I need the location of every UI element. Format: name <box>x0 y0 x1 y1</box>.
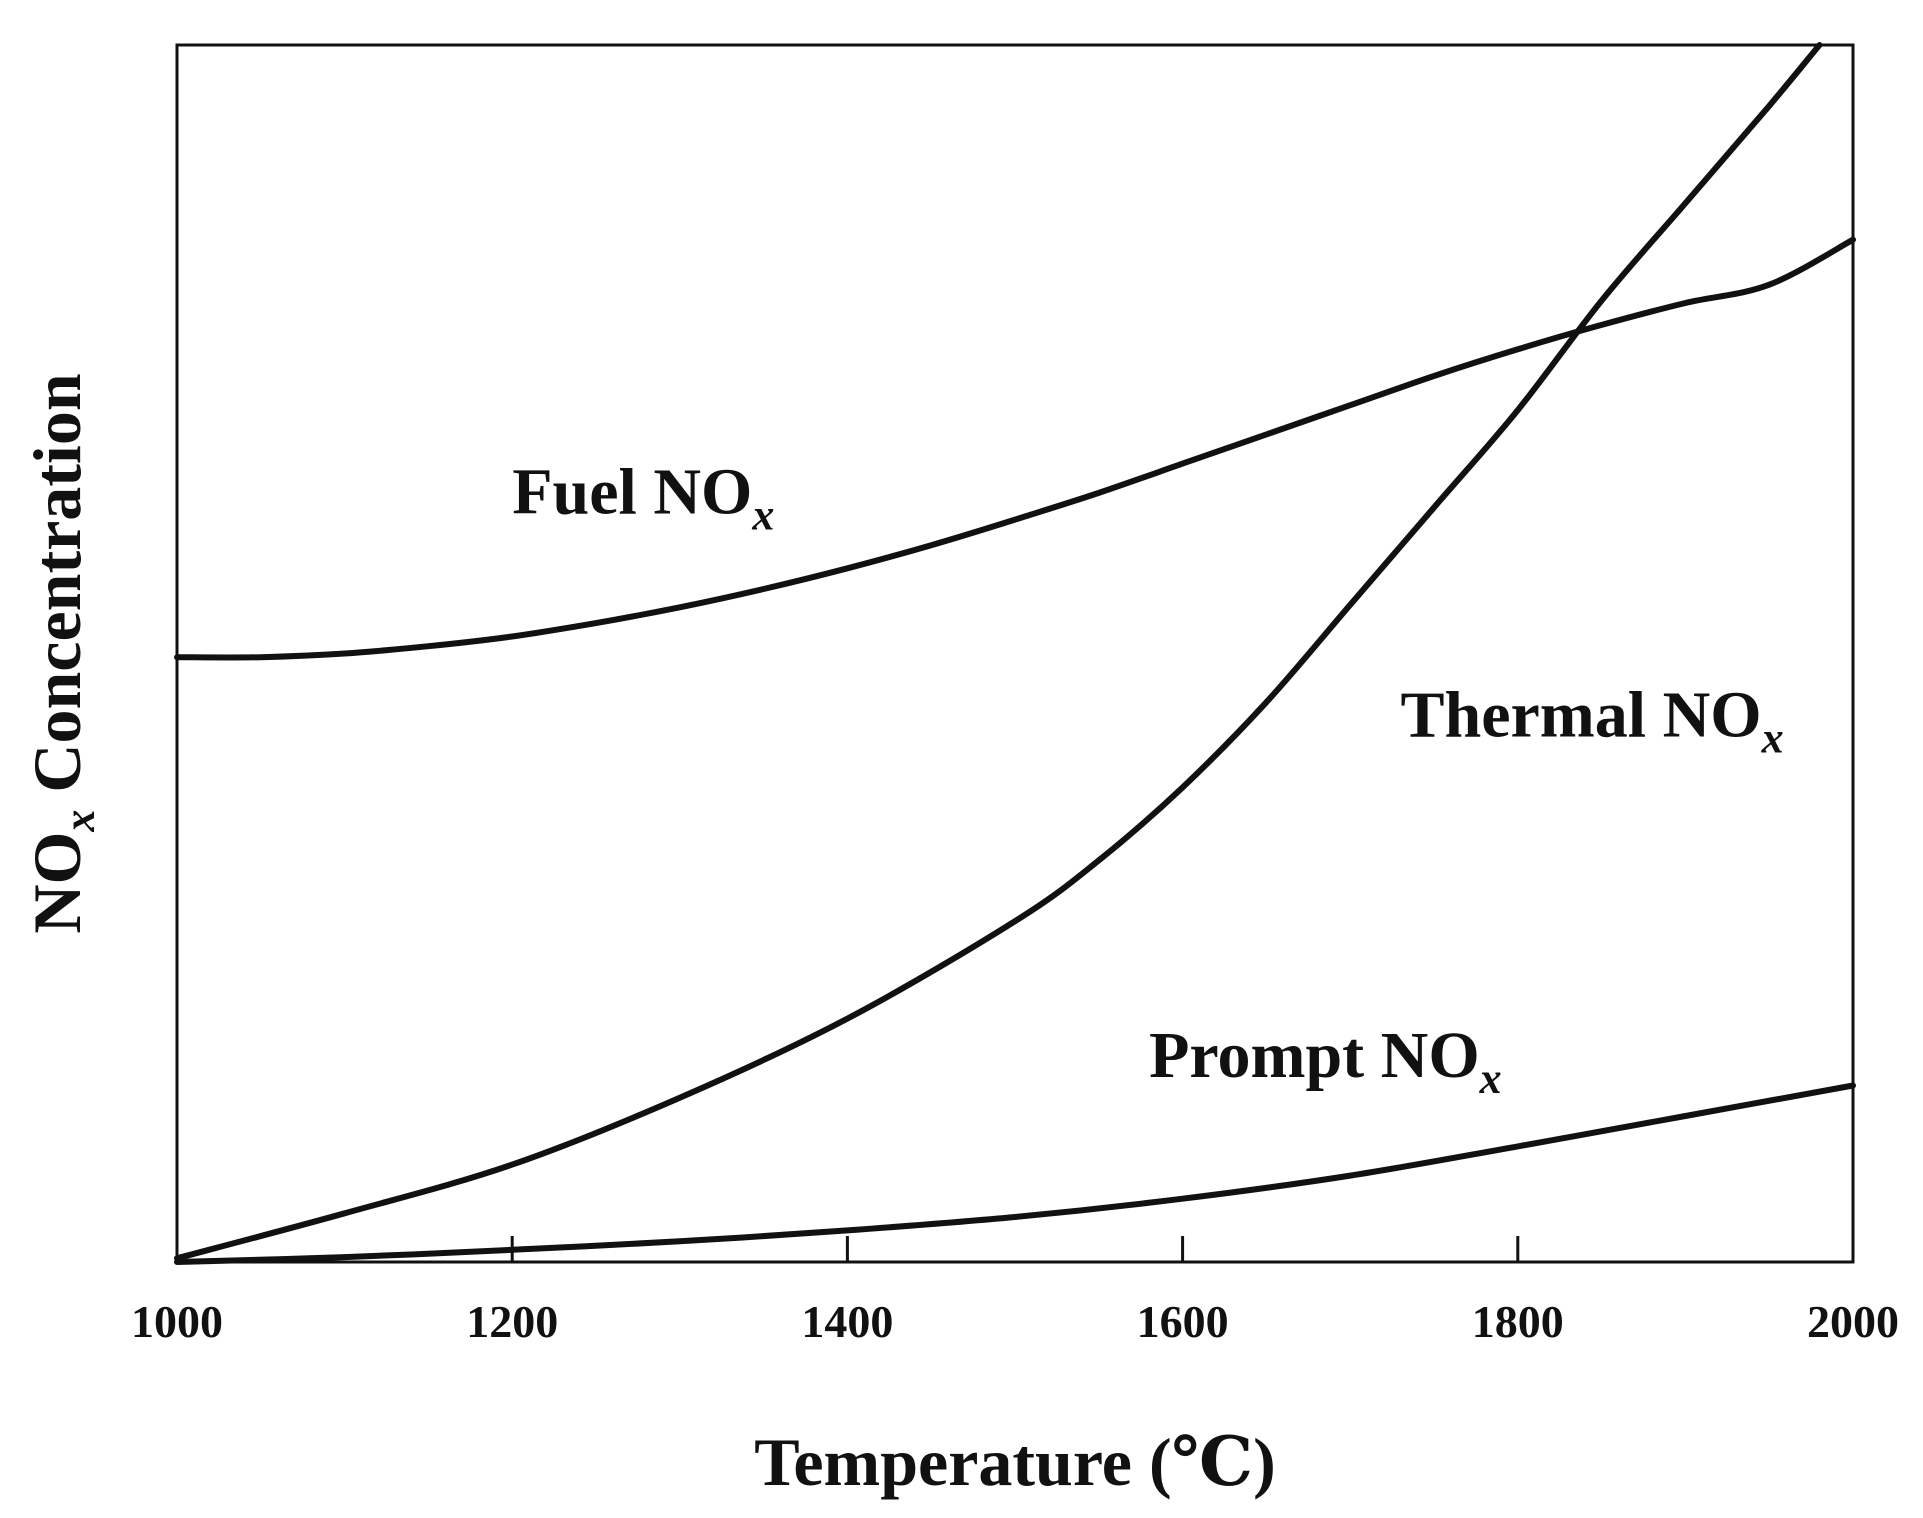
curve-label-sub: x <box>751 491 774 540</box>
x-tick-label-1400: 1400 <box>801 1296 893 1347</box>
thermal-nox-label: Thermal NOx <box>1400 678 1783 762</box>
curve-label-sub: x <box>1479 1054 1502 1103</box>
x-axis-ticks <box>175 1236 1855 1262</box>
curve-label-main: Thermal NO <box>1400 678 1761 751</box>
curves <box>174 42 1856 1265</box>
prompt-nox-curve <box>174 1082 1856 1265</box>
x-tick-label-1800: 1800 <box>1472 1296 1564 1347</box>
plot-area <box>175 43 1855 1264</box>
y-axis-title-rest: Concentration <box>19 373 95 809</box>
x-axis-tick-labels: 1000 1200 1400 1600 1800 2000 <box>131 1296 1899 1347</box>
thermal-nox-curve <box>174 42 1823 1262</box>
x-tick-label-2000: 2000 <box>1807 1296 1899 1347</box>
x-tick-label-1600: 1600 <box>1137 1296 1229 1347</box>
x-tick-label-1000: 1000 <box>131 1296 223 1347</box>
y-axis-title: NOx Concentration <box>19 373 104 933</box>
curve-label-sub: x <box>1761 713 1784 762</box>
fuel-nox-label: Fuel NOx <box>512 456 774 540</box>
y-axis-title-main: NO <box>19 832 95 934</box>
plot-frame <box>175 43 1855 1264</box>
x-tick-label-1200: 1200 <box>466 1296 558 1347</box>
prompt-nox-label: Prompt NOx <box>1149 1019 1502 1103</box>
curve-label-main: Fuel NO <box>512 456 752 529</box>
curve-label-main: Prompt NO <box>1149 1019 1480 1092</box>
y-axis-title-sub: x <box>55 810 104 833</box>
x-axis-title: Temperature (℃) <box>754 1424 1276 1500</box>
